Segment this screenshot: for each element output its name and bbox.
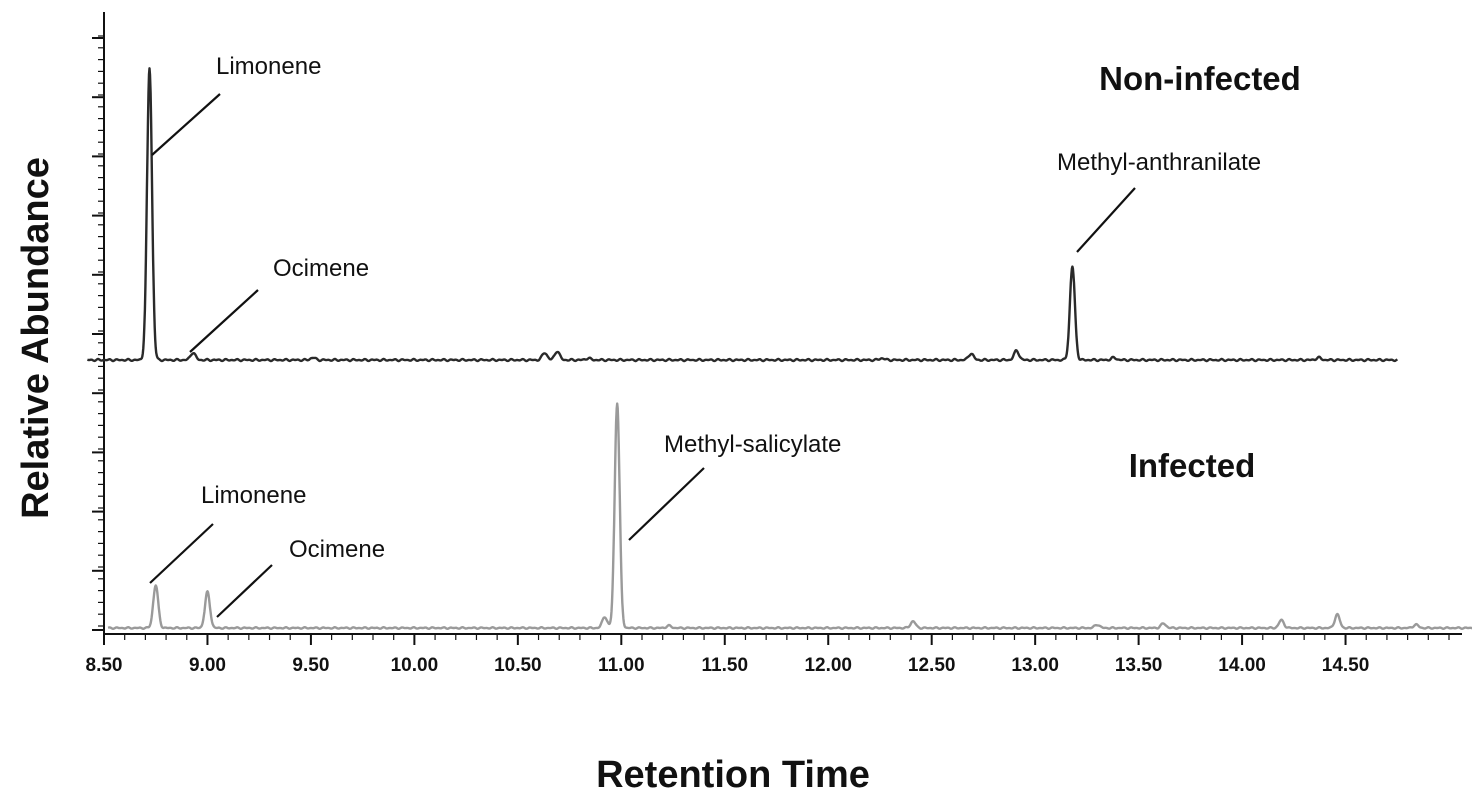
x-tick-label-8: 12.50 [908,655,956,676]
x-tick-label-4: 10.50 [494,655,542,676]
x-tick-label-9: 13.00 [1011,655,1059,676]
x-tick-label-3: 10.00 [391,655,439,676]
x-tick-label-2: 9.50 [292,655,329,676]
label-ocimene-noninfected: Ocimene [273,255,369,282]
trace-infected [107,402,1472,630]
leader-line-3 [149,523,214,584]
x-tick-label-1: 9.00 [189,655,226,676]
x-tick-label-10: 13.50 [1115,655,1163,676]
leader-line-0 [151,93,221,156]
traces [86,67,1472,630]
label-methyl-anthranilate: Methyl-anthranilate [1057,149,1261,176]
trace-title-noninfected: Non-infected [1099,60,1301,97]
trace-title-infected: Infected [1129,447,1256,484]
y-axis-title: Relative Abundance [15,157,57,519]
axes: 8.50 9.00 9.50 10.00 10.50 11.00 11.50 12.00 12.… [86,12,1462,676]
trace-non-infected [86,67,1399,363]
x-tick-label-7: 12.00 [804,655,852,676]
x-tick-label-11: 14.00 [1218,655,1266,676]
x-tick-label-6: 11.50 [702,655,749,676]
x-tick-label-12: 14.50 [1322,655,1370,676]
label-limonene-noninfected: Limonene [216,53,321,80]
label-ocimene-infected: Ocimene [289,536,385,563]
leader-line-5 [628,467,705,541]
leader-line-1 [189,289,259,353]
y-ticks [92,35,104,631]
annotation-leaders [149,93,1136,618]
leader-line-2 [1076,187,1136,253]
x-ticks: 8.50 9.00 9.50 10.00 10.50 11.00 11.50 12.00 12.… [86,634,1450,676]
label-limonene-infected: Limonene [201,482,306,509]
leader-line-4 [216,564,273,618]
x-tick-label-5: 11.00 [598,655,645,676]
label-methyl-salicylate: Methyl-salicylate [664,431,841,458]
x-axis-title: Retention Time [596,754,870,796]
x-tick-label-0: 8.50 [86,655,123,676]
